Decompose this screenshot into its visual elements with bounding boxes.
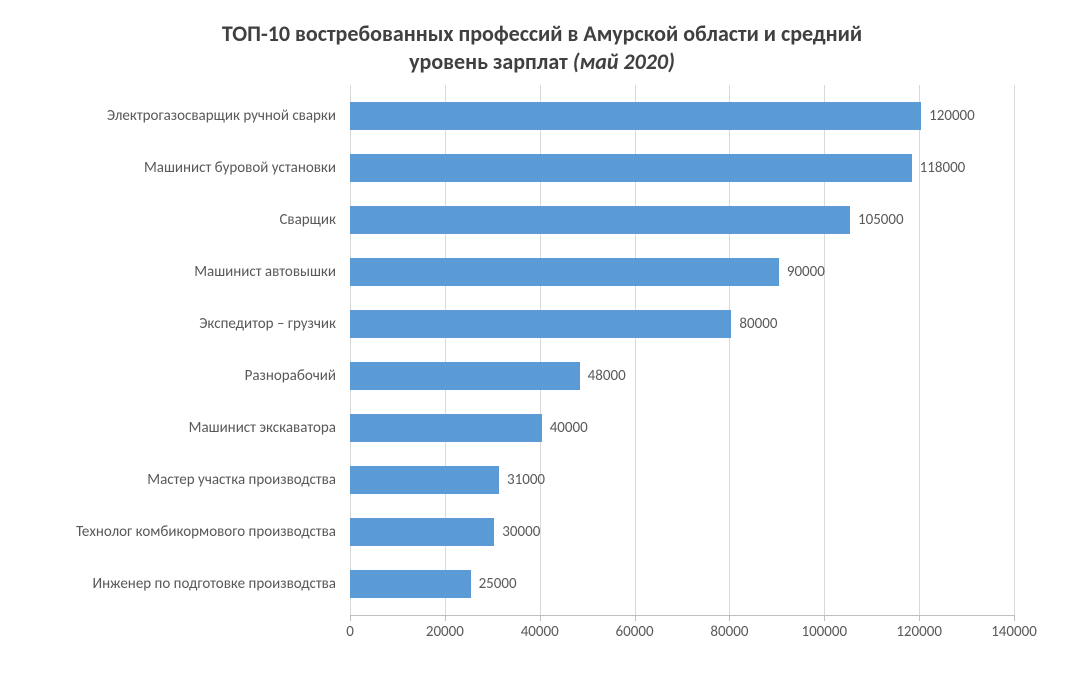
x-tick-label: 60000 — [616, 615, 654, 641]
x-tick-label: 40000 — [521, 615, 559, 641]
y-axis-label: Машинист автовышки — [194, 263, 350, 281]
chart-title-line2-prefix: уровень зарплат — [409, 48, 573, 75]
x-tick-label: 100000 — [801, 615, 847, 641]
x-axis: 020000400006000080000100000120000140000 — [350, 85, 1014, 615]
chart-title: ТОП-10 востребованных профессий в Амурск… — [30, 20, 1054, 75]
gridline — [1014, 85, 1015, 615]
x-tick-label: 0 — [346, 615, 354, 641]
y-axis-label: Машинист экскаватора — [189, 419, 350, 437]
x-tick-label: 80000 — [710, 615, 748, 641]
y-axis-label: Машинист буровой установки — [144, 159, 350, 177]
y-axis-label: Мастер участка производства — [147, 471, 350, 489]
chart-title-line1: ТОП-10 востребованных профессий в Амурск… — [30, 20, 1054, 48]
x-tick-label: 20000 — [426, 615, 464, 641]
y-axis-label: Сварщик — [279, 211, 350, 229]
y-axis-label: Экспедитор – грузчик — [199, 315, 350, 333]
chart-title-subtitle: (май 2020) — [573, 48, 675, 75]
y-axis-label: Электрогазосварщик ручной сварки — [107, 107, 350, 125]
y-axis-label: Технолог комбикормового производства — [76, 523, 350, 541]
x-tick-label: 120000 — [896, 615, 942, 641]
chart-title-line2: уровень зарплат (май 2020) — [30, 48, 1054, 76]
y-axis-label: Инженер по подготовке производства — [93, 575, 350, 593]
plot-area: Электрогазосварщик ручной сварки120000Ма… — [350, 85, 1014, 616]
chart-container: ТОП-10 востребованных профессий в Амурск… — [0, 0, 1084, 675]
x-tick-label: 140000 — [991, 615, 1037, 641]
y-axis-label: Разнорабочий — [245, 367, 350, 385]
